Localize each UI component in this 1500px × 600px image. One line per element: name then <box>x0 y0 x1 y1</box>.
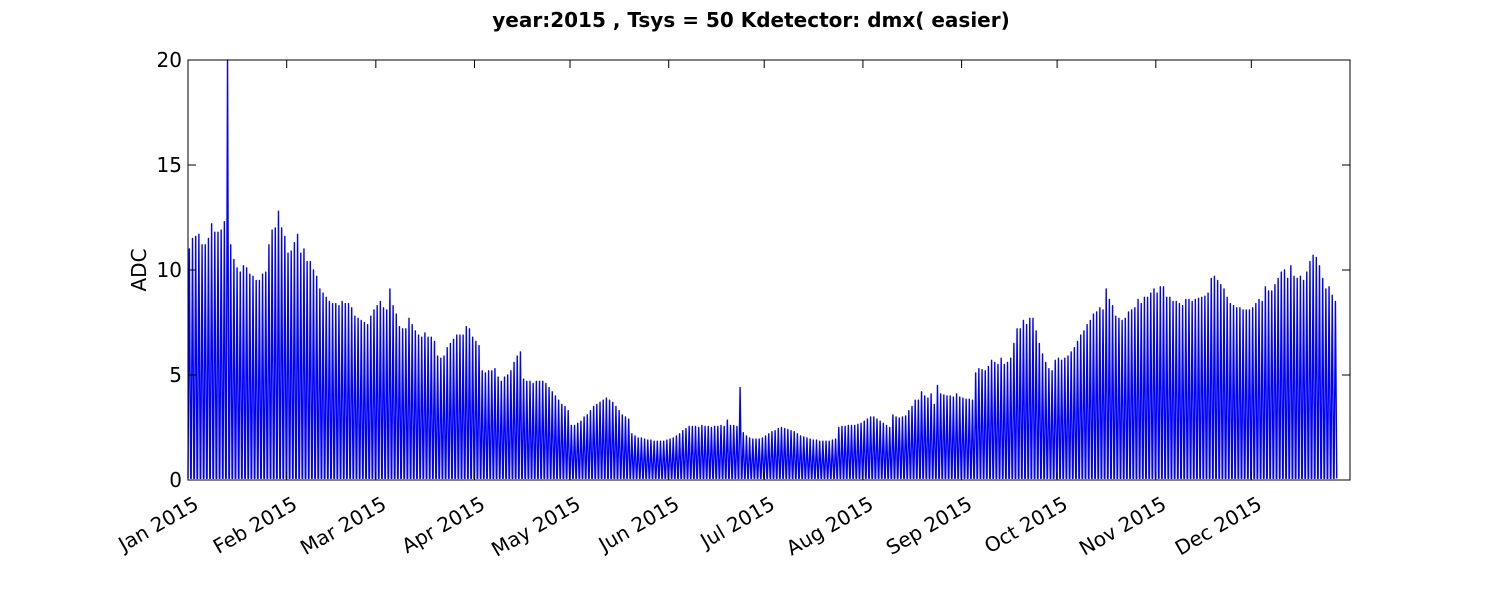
y-tick-label: 20 <box>157 48 182 72</box>
plot-frame <box>187 59 1351 481</box>
y-tick-label: 5 <box>169 363 182 387</box>
y-axis-label: ADC <box>127 248 151 291</box>
chart-title: year:2015 , Tsys = 50 Kdetector: dmx( ea… <box>492 8 1010 32</box>
series-line-0 <box>187 59 1338 480</box>
y-tick-label: 10 <box>157 258 182 282</box>
series-group <box>187 59 1338 480</box>
y-tick-label: 0 <box>169 468 182 492</box>
y-tick-label: 15 <box>157 153 182 177</box>
